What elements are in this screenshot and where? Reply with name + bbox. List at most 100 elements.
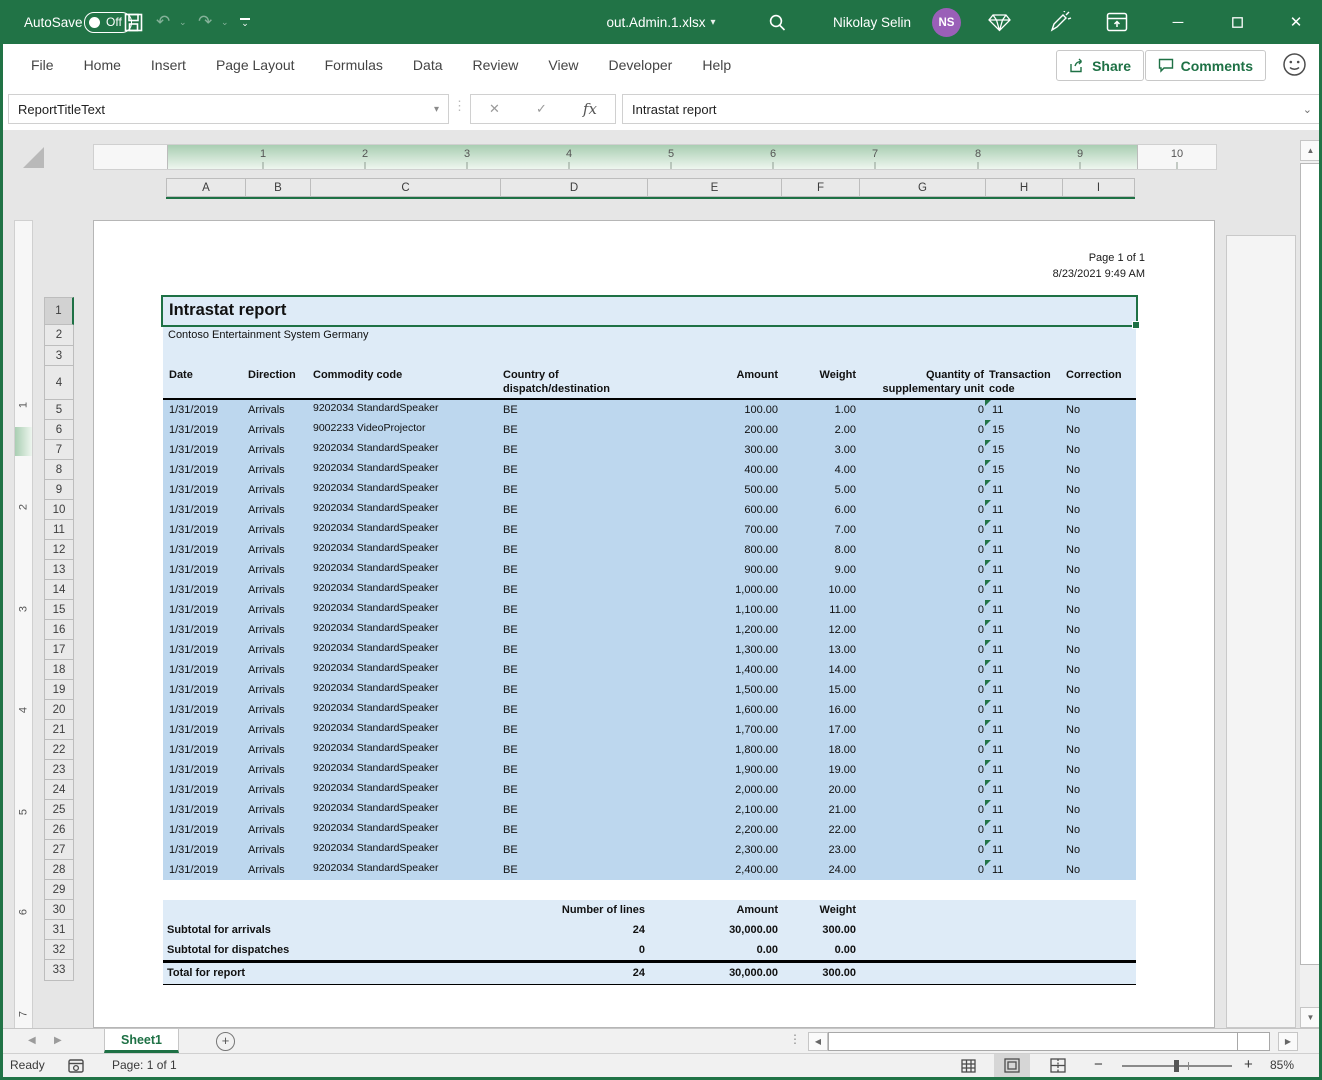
row-header-21[interactable]: 21 [44,720,74,740]
report-row[interactable]: 1/31/2019 Arrivals 9202034 StandardSpeaker… [163,820,1136,840]
column-header-g[interactable]: G [859,178,985,197]
redo-dropdown[interactable]: ⌄ [221,0,229,44]
column-header-e[interactable]: E [647,178,781,197]
summary-header-row[interactable]: Number of lines Amount Weight [163,900,1136,920]
save-button[interactable] [124,0,143,44]
undo-dropdown[interactable]: ⌄ [179,0,187,44]
avatar[interactable]: NS [932,8,961,37]
row-header-7[interactable]: 7 [44,440,74,460]
row-header-12[interactable]: 12 [44,540,74,560]
row-header-29[interactable]: 29 [44,880,74,900]
report-row[interactable]: 1/31/2019 Arrivals 9202034 StandardSpeaker… [163,680,1136,700]
row-header-10[interactable]: 10 [44,500,74,520]
scroll-right-button[interactable]: ▶ [1278,1032,1298,1051]
row-header-11[interactable]: 11 [44,520,74,540]
row-header-28[interactable]: 28 [44,860,74,880]
ribbon-tab-developer[interactable]: Developer [608,57,673,73]
row-header-4[interactable]: 4 [44,366,74,400]
page-layout-view-button[interactable] [994,1054,1030,1077]
name-box[interactable]: ReportTitleText ▾ [8,94,449,124]
report-row[interactable]: 1/31/2019 Arrivals 9202034 StandardSpeaker… [163,620,1136,640]
report-row[interactable]: 1/31/2019 Arrivals 9202034 StandardSpeaker… [163,860,1136,880]
next-sheet-button[interactable]: ▶ [54,1035,62,1046]
column-header-h[interactable]: H [985,178,1062,197]
page-break-view-button[interactable] [1040,1054,1076,1077]
scrollbar-resize-handle[interactable]: ⋮ [789,1032,801,1046]
column-header-i[interactable]: I [1062,178,1135,197]
report-row[interactable]: 1/31/2019 Arrivals 9002233 VideoProjector B… [163,420,1136,440]
ribbon-tab-help[interactable]: Help [702,57,732,73]
row-header-2[interactable]: 2 [44,325,74,346]
row-header-33[interactable]: 33 [44,960,74,981]
scroll-down-button[interactable]: ▼ [1300,1007,1321,1028]
enter-button[interactable]: ✓ [535,101,547,116]
ribbon-tab-home[interactable]: Home [83,57,121,73]
report-row[interactable]: 1/31/2019 Arrivals 9202034 StandardSpeaker… [163,500,1136,520]
scroll-up-button[interactable]: ▲ [1300,140,1321,161]
normal-view-button[interactable] [950,1054,986,1077]
add-sheet-button[interactable]: + [216,1032,235,1051]
vertical-scroll-thumb[interactable] [1300,163,1321,965]
row-header-9[interactable]: 9 [44,480,74,500]
chevron-down-icon[interactable]: ▾ [433,103,439,115]
report-row[interactable]: 1/31/2019 Arrivals 9202034 StandardSpeaker… [163,640,1136,660]
report-row[interactable]: 1/31/2019 Arrivals 9202034 StandardSpeaker… [163,460,1136,480]
formula-bar-resize-handle[interactable]: ⋮ [453,98,466,113]
editor-button[interactable] [1048,0,1072,44]
row-header-30[interactable]: 30 [44,900,74,920]
row-header-23[interactable]: 23 [44,760,74,780]
column-header-f[interactable]: F [781,178,859,197]
subtotal-arrivals-row[interactable]: Subtotal for arrivals 24 30,000.00 300.0… [163,920,1136,940]
row-header-5[interactable]: 5 [44,400,74,420]
report-title-cell[interactable]: Intrastat report [163,297,1136,325]
ribbon-tab-view[interactable]: View [548,57,579,73]
report-row[interactable]: 1/31/2019 Arrivals 9202034 StandardSpeaker… [163,440,1136,460]
formula-bar-expand-button[interactable]: ⌄ [1302,103,1312,116]
column-header-a[interactable]: A [166,178,245,197]
report-row[interactable]: 1/31/2019 Arrivals 9202034 StandardSpeaker… [163,660,1136,680]
row-header-20[interactable]: 20 [44,700,74,720]
insert-function-button[interactable]: fx [582,100,597,118]
formula-input[interactable]: Intrastat report ⌄ [622,94,1322,124]
document-title[interactable]: out.Admin.1.xlsx ▾ [606,15,715,30]
undo-button[interactable]: ↶ [156,0,170,44]
redo-button[interactable]: ↷ [198,0,212,44]
ribbon-display-options-button[interactable] [1106,0,1128,44]
row-header-24[interactable]: 24 [44,780,74,800]
scroll-left-button[interactable]: ◀ [808,1032,828,1051]
report-row[interactable]: 1/31/2019 Arrivals 9202034 StandardSpeaker… [163,600,1136,620]
prev-sheet-button[interactable]: ◀ [28,1035,36,1046]
report-row[interactable]: 1/31/2019 Arrivals 9202034 StandardSpeaker… [163,760,1136,780]
share-button[interactable]: Share [1056,50,1144,81]
select-all-corner[interactable] [23,147,44,168]
ribbon-tab-page-layout[interactable]: Page Layout [215,57,295,73]
row-header-22[interactable]: 22 [44,740,74,760]
premium-button[interactable] [988,0,1011,44]
zoom-out-button[interactable]: − [1094,1056,1103,1073]
report-row[interactable]: 1/31/2019 Arrivals 9202034 StandardSpeaker… [163,480,1136,500]
ribbon-tab-data[interactable]: Data [412,57,443,73]
report-row[interactable]: 1/31/2019 Arrivals 9202034 StandardSpeaker… [163,840,1136,860]
row-header-15[interactable]: 15 [44,600,74,620]
cancel-button[interactable]: ✕ [489,101,500,116]
comments-button[interactable]: Comments [1144,50,1266,81]
column-header-b[interactable]: B [245,178,310,197]
row-header-8[interactable]: 8 [44,460,74,480]
row-header-6[interactable]: 6 [44,420,74,440]
row-header-26[interactable]: 26 [44,820,74,840]
zoom-in-button[interactable]: + [1244,1056,1253,1073]
ribbon-tab-file[interactable]: File [31,57,54,73]
row-header-31[interactable]: 31 [44,920,74,940]
report-company-cell[interactable]: Contoso Entertainment System Germany [163,325,1136,346]
autosave-toggle[interactable]: Off [84,0,132,44]
zoom-slider-thumb[interactable] [1174,1060,1179,1072]
ribbon-tab-formulas[interactable]: Formulas [324,57,383,73]
report-row[interactable]: 1/31/2019 Arrivals 9202034 StandardSpeaker… [163,400,1136,420]
macro-record-button[interactable] [68,1059,84,1073]
zoom-level[interactable]: 85% [1270,1058,1295,1072]
search-button[interactable] [768,0,787,44]
row-header-25[interactable]: 25 [44,800,74,820]
report-row[interactable]: 1/31/2019 Arrivals 9202034 StandardSpeaker… [163,780,1136,800]
horizontal-scroll-thumb[interactable] [829,1033,1238,1050]
row-header-17[interactable]: 17 [44,640,74,660]
